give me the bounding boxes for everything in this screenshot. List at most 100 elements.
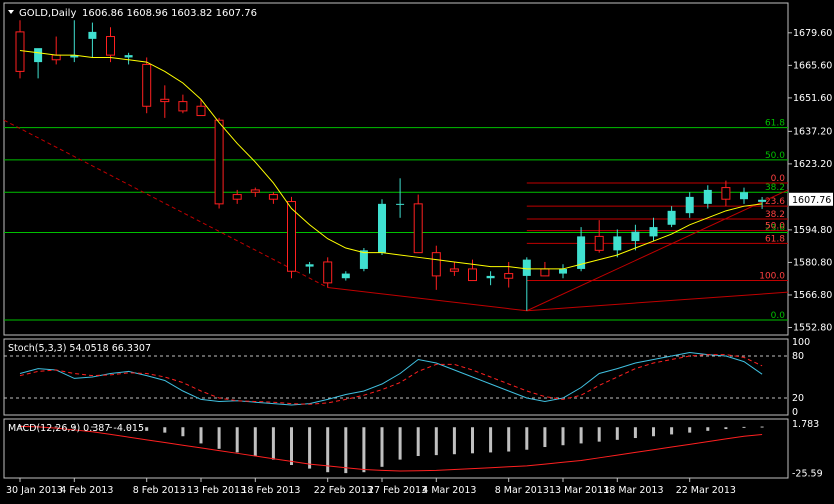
stoch-tick-label: 20 [792,393,804,404]
candle-body-bull [341,273,350,279]
price-axis: 1679.60 1665.60 1651.60 1637.20 1623.20 1594.… [788,28,833,333]
candle-body-bear [106,36,115,56]
macd-histogram-bar [579,427,583,444]
candle-body-bull [685,196,694,214]
price-tick-label: 1594.80 [793,225,832,236]
candle-body-bull [378,203,386,253]
candle-body-bull [649,227,658,237]
macd-histogram-bar [109,426,112,428]
time-tick-label: 18 Mar 2013 [603,485,663,496]
stoch-tick-label: 100 [792,337,810,348]
macd-signal-line [19,425,763,472]
moving-average [19,49,763,270]
candle-body-bear [51,54,61,61]
macd-histogram-bar [90,426,94,428]
macd-histogram-bar [72,426,76,428]
macd-histogram-bar [760,426,764,428]
candle-body-bear [468,268,477,282]
macd-panel-frame [3,418,789,479]
macd-histogram-bar [326,427,330,473]
macd-indicator: 1.783 -25.59 [18,419,823,479]
candlesticks [15,20,767,311]
time-tick-label: 8 Mar 2013 [495,485,549,496]
macd-histogram-bar [597,427,601,442]
candle-body-bear [250,189,260,193]
candle-body-bear [594,235,604,251]
time-tick-label: 18 Feb 2013 [241,485,300,496]
macd-histogram-bar [670,427,674,435]
macd-histogram-bar [615,427,619,440]
macd-histogram-bar [452,427,456,455]
moving-average-line [19,49,763,270]
candle-body-bull [703,189,712,204]
fib-green-label: 0.0 [771,311,786,321]
candle-body-bull [559,268,567,274]
macd-histogram-bar [688,427,692,433]
candle-body-bull [740,192,748,200]
candle-body-bear [504,273,514,279]
fib-green-label: 38.2 [765,183,785,193]
candle-body-bull [305,264,314,267]
macd-histogram-bar [507,427,511,452]
candle-body-bull [34,48,43,63]
macd-histogram-bar [724,427,728,430]
macd-histogram-bar [253,427,257,457]
candle-body-bear [268,194,278,200]
price-tick-label: 1552.80 [793,322,832,333]
macd-histogram-bar [362,427,366,473]
candle-body-bear [178,101,188,112]
macd-histogram-bar [235,427,239,453]
macd-histogram-bar [561,427,565,446]
stoch-tick-label: 0 [792,407,798,418]
price-panel-frame [3,2,789,336]
macd-histogram-bar [525,427,529,450]
macd-histogram-bar [271,427,275,460]
macd-label: MACD(12,26,9) 0.387 -4.015 [8,423,144,434]
candle-body-bear [721,187,731,200]
macd-histogram-bar [633,427,637,439]
candle-body-bull [359,250,368,269]
price-tick-label: 1665.60 [793,60,832,71]
price-tick-label: 1580.80 [793,257,832,268]
candle-body-bear [449,268,459,272]
candle-body-bull [613,236,622,251]
time-tick-label: 22 Feb 2013 [314,485,373,496]
time-tick-label: 13 Mar 2013 [549,485,609,496]
macd-histogram-bar [54,426,58,428]
candle-body-bull [124,55,133,58]
current-price-badge [789,192,833,206]
candle-body-bull [758,199,767,202]
macd-histogram-bar [416,427,420,457]
time-tick-label: 27 Feb 2013 [368,485,427,496]
candle-body-bull [577,236,586,269]
macd-histogram-bar [199,427,203,444]
stoch-label: Stoch(5,3,3) 54.0518 66.3307 [8,343,151,354]
candle-body-bear [15,31,25,72]
time-tick-label: 4 Mar 2013 [422,485,476,496]
macd-tick-label: -25.59 [792,468,823,479]
fib-green-label: 50.0 [765,151,785,161]
time-tick-label: 4 Feb 2013 [60,485,113,496]
trend-line-rising [526,189,789,312]
trend-line-dashed [3,119,328,288]
candle-body-bear [540,268,550,277]
candle-body-bear [323,261,333,284]
chevron-down-icon[interactable] [8,10,14,14]
candle-body-bull [486,275,495,279]
macd-histogram-bar [145,427,149,431]
candle-body-bull [88,31,97,39]
fib-red-label: 0.0 [771,174,786,184]
current-price-label: 1607.76 [792,195,831,206]
stoch-panel-frame [3,338,789,416]
macd-tick-label: 1.783 [792,419,819,430]
price-tick-label: 1637.20 [793,126,832,137]
trend-lines [3,119,789,312]
stoch-signal-line [19,354,763,405]
macd-histogram-bar [290,427,293,466]
fib-red-label: 50.0 [765,222,785,232]
fib-green-label: 61.8 [765,119,785,129]
candle-body-bear [214,119,224,205]
